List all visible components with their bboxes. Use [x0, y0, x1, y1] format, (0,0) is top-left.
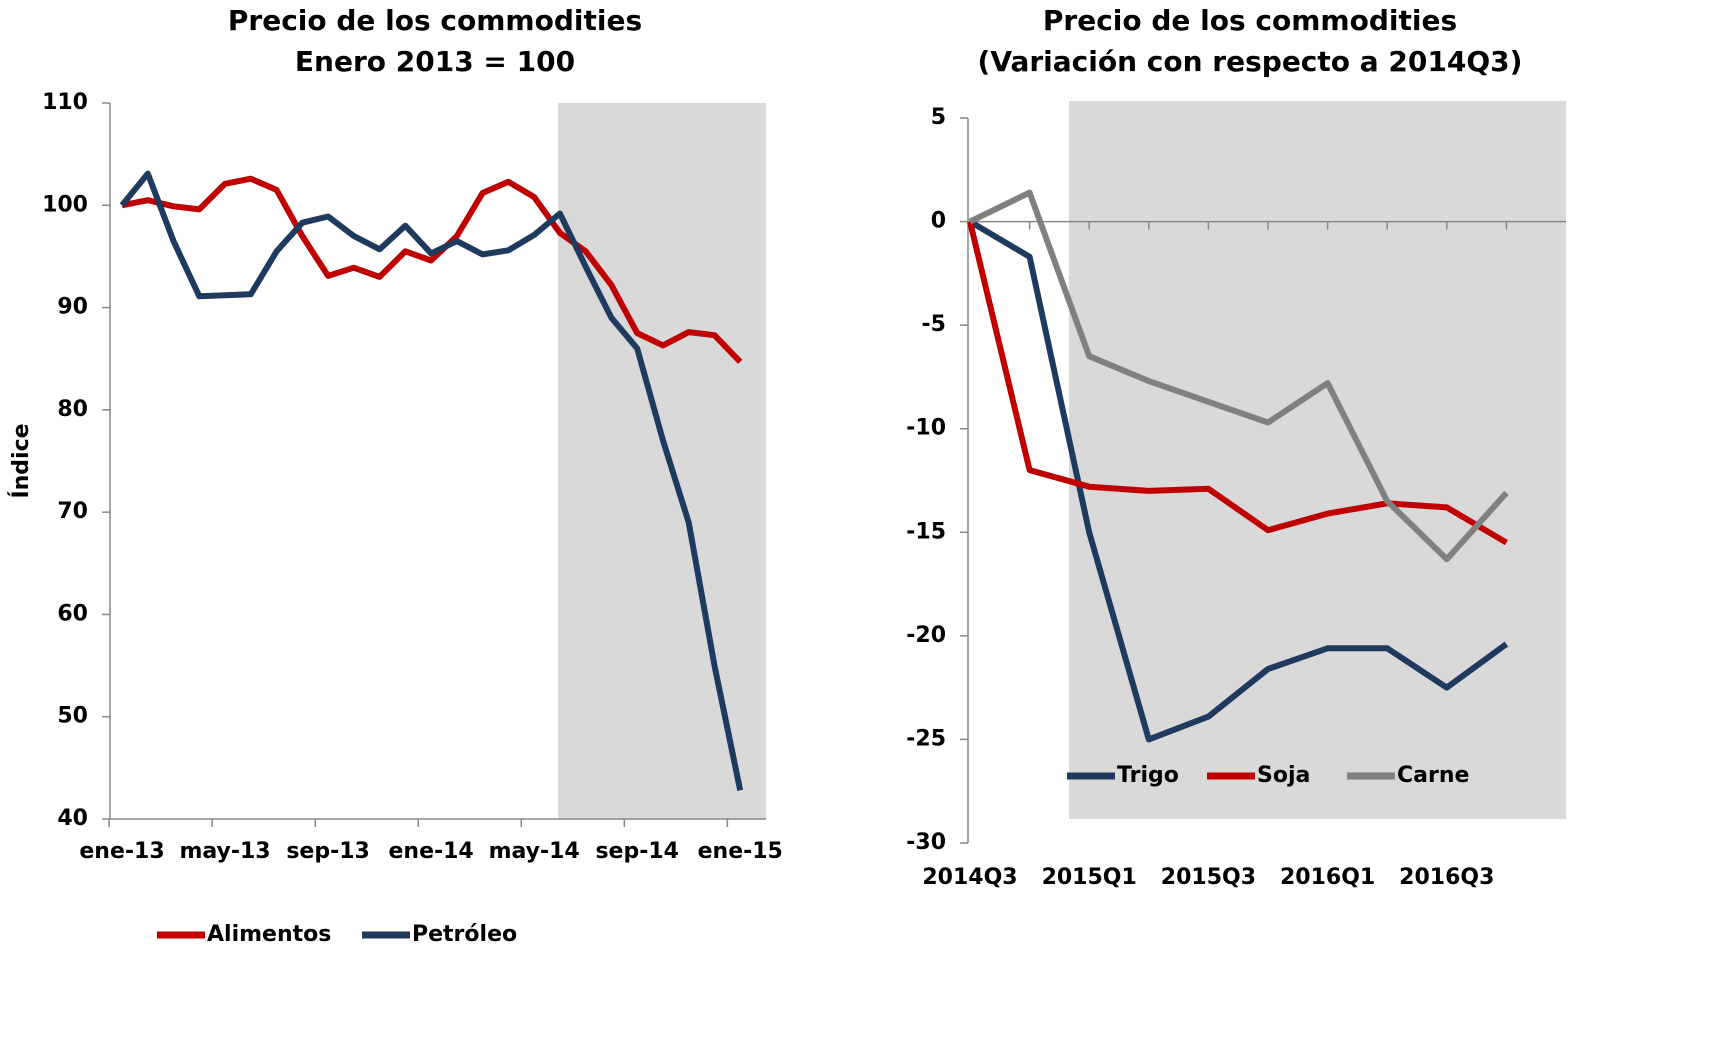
x-tick-label: ene-13 — [79, 839, 164, 864]
chart-title: Precio de los commodities — [228, 4, 642, 37]
shaded-period — [558, 103, 766, 819]
y-tick-label: 60 — [57, 601, 88, 626]
x-tick-label: sep-13 — [286, 839, 370, 864]
x-tick-label: 2015Q3 — [1161, 865, 1256, 890]
y-axis-label: Índice — [8, 423, 34, 498]
chart-title: Precio de los commodities — [1043, 4, 1457, 37]
legend-label: Carne — [1397, 763, 1469, 788]
x-tick-label: 2016Q1 — [1280, 865, 1375, 890]
y-tick-label: -20 — [906, 623, 946, 648]
x-tick-label: 2014Q3 — [922, 865, 1017, 890]
x-tick-label: ene-15 — [698, 839, 783, 864]
y-tick-label: -25 — [906, 726, 946, 751]
x-tick-label: 2015Q1 — [1042, 865, 1137, 890]
y-tick-label: 0 — [931, 209, 946, 234]
x-tick-label: may-14 — [489, 839, 580, 864]
y-tick-label: 40 — [57, 806, 88, 831]
x-tick-label: ene-14 — [388, 839, 473, 864]
chart-subtitle: (Variación con respecto a 2014Q3) — [978, 45, 1523, 78]
legend-label: Trigo — [1117, 763, 1179, 788]
y-tick-label: 100 — [42, 192, 88, 217]
y-tick-label: 80 — [57, 397, 88, 422]
x-tick-label: sep-14 — [595, 839, 679, 864]
y-tick-label: -15 — [906, 519, 946, 544]
x-tick-label: 2016Q3 — [1399, 865, 1494, 890]
x-tick-label: may-13 — [179, 839, 270, 864]
legend-label: Petróleo — [412, 922, 517, 947]
y-tick-label: 50 — [57, 704, 88, 729]
y-tick-label: 90 — [57, 295, 88, 320]
chart-subtitle: Enero 2013 = 100 — [295, 45, 575, 78]
legend-label: Soja — [1257, 763, 1310, 788]
y-tick-label: -10 — [906, 416, 946, 441]
y-tick-label: 70 — [57, 499, 88, 524]
page: Precio de los commodities Enero 2013 = 1… — [0, 0, 1719, 1037]
y-tick-label: -30 — [906, 830, 946, 855]
y-tick-label: -5 — [922, 312, 946, 337]
y-tick-label: 5 — [931, 105, 946, 130]
y-tick-label: 110 — [42, 90, 88, 115]
legend-label: Alimentos — [207, 922, 331, 947]
